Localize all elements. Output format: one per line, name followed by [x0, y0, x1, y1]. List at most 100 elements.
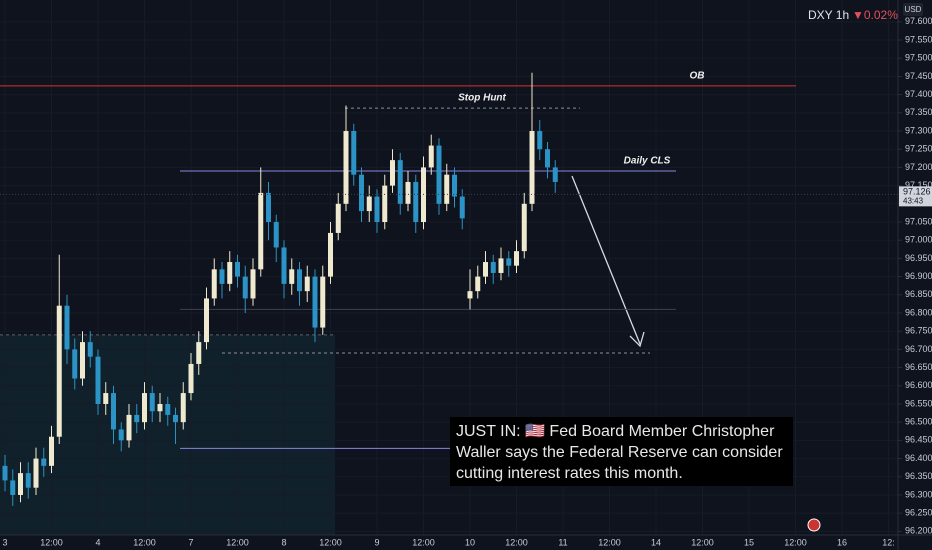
candle-body: [390, 160, 395, 186]
y-tick-label: 97.000: [905, 235, 932, 245]
candle-body: [211, 269, 217, 299]
y-tick-label: 96.950: [905, 253, 932, 263]
y-tick-label: 97.500: [905, 53, 932, 63]
y-tick-label: 97.400: [905, 89, 932, 99]
x-tick-label: 3: [2, 537, 7, 547]
y-tick-label: 96.350: [905, 471, 932, 481]
candle-body: [498, 258, 504, 273]
candle-body: [134, 414, 140, 423]
candle-body: [235, 262, 240, 277]
candle-body: [281, 247, 287, 284]
x-tick-label: 12:00: [505, 537, 528, 547]
candle-body: [126, 414, 132, 441]
candle-body: [242, 276, 248, 299]
candle-body: [514, 251, 519, 266]
currency: USD: [905, 5, 922, 14]
x-tick-label: 12:00: [226, 537, 249, 547]
x-tick-label: 4: [95, 537, 100, 547]
candle-body: [459, 196, 465, 219]
candle-body: [80, 342, 85, 379]
y-tick-label: 96.500: [905, 417, 932, 427]
candle-body: [103, 393, 109, 404]
candle-body: [537, 131, 543, 150]
y-tick-label: 96.700: [905, 344, 932, 354]
y-tick-label: 96.800: [905, 307, 932, 317]
y-tick-label: 97.600: [905, 16, 932, 26]
y-tick-label: 96.600: [905, 380, 932, 390]
x-tick-label: 12:: [882, 537, 895, 547]
candle-body: [366, 196, 372, 212]
candle-body: [405, 181, 411, 204]
y-tick-label: 96.850: [905, 289, 932, 299]
price-tag: [899, 186, 932, 207]
y-tick-label: 96.200: [905, 526, 932, 536]
x-tick-label: 15: [744, 537, 754, 547]
candle-body: [397, 160, 403, 204]
candle-body: [297, 269, 302, 292]
candle-body: [266, 192, 271, 223]
x-tick-label: 12:00: [598, 537, 621, 547]
candle-body: [490, 262, 496, 273]
candle-body: [289, 269, 295, 284]
candle-body: [467, 291, 473, 299]
x-tick-label: 7: [188, 537, 193, 547]
candle-body: [219, 269, 225, 284]
candle-body: [56, 305, 62, 437]
candle-body: [25, 473, 31, 488]
candle-body: [149, 393, 155, 412]
candle-body: [328, 232, 333, 277]
candle-body: [173, 414, 178, 423]
x-tick-label: 12:00: [319, 537, 342, 547]
candle-body: [157, 403, 163, 412]
level-label: Daily CLS: [624, 156, 671, 167]
candle-body: [351, 131, 357, 175]
level-label: OB: [690, 71, 705, 82]
y-tick-label: 96.650: [905, 362, 932, 372]
candle-body: [382, 185, 388, 223]
y-tick-label: 97.050: [905, 216, 932, 226]
candle-body: [312, 276, 318, 328]
candle-body: [545, 149, 550, 168]
candle-body: [2, 465, 8, 481]
x-tick-label: 9: [374, 537, 379, 547]
y-tick-label: 96.900: [905, 271, 932, 281]
news-box: JUST IN: 🇺🇸 Fed Board Member Christopher…: [450, 417, 793, 486]
x-tick-label: 14: [651, 537, 661, 547]
candle-body: [87, 342, 93, 357]
candle-body: [444, 174, 450, 204]
x-tick-label: 10: [465, 537, 475, 547]
y-tick-label: 96.750: [905, 326, 932, 336]
candle-body: [142, 393, 147, 423]
arrow: [571, 175, 641, 345]
candle-body: [320, 276, 326, 328]
candle-body: [436, 145, 442, 204]
candle-body: [343, 131, 349, 204]
candle-body: [552, 167, 558, 182]
candle-body: [18, 473, 23, 495]
change: ▼0.02%: [852, 8, 898, 22]
x-tick-label: 12:00: [40, 537, 63, 547]
y-tick-label: 96.400: [905, 453, 932, 463]
candle-body: [111, 393, 116, 430]
candle-body: [335, 203, 341, 233]
candle-body: [374, 196, 380, 223]
y-tick-label: 96.550: [905, 398, 932, 408]
level-label: Stop Hunt: [458, 93, 506, 104]
candle-body: [273, 222, 279, 248]
candle-body: [452, 174, 457, 197]
zone: [0, 335, 335, 535]
candle-body: [475, 276, 481, 292]
candle-body: [95, 356, 101, 404]
y-tick-label: 97.300: [905, 125, 932, 135]
x-tick-label: 8: [281, 537, 286, 547]
candle-body: [10, 480, 16, 495]
candle-body: [33, 458, 39, 488]
candle-body: [64, 305, 70, 350]
x-tick-label: 12:00: [412, 537, 435, 547]
countdown: 43:43: [903, 196, 924, 205]
candle-body: [413, 181, 419, 223]
y-tick-label: 96.300: [905, 489, 932, 499]
candle-body: [529, 131, 535, 204]
